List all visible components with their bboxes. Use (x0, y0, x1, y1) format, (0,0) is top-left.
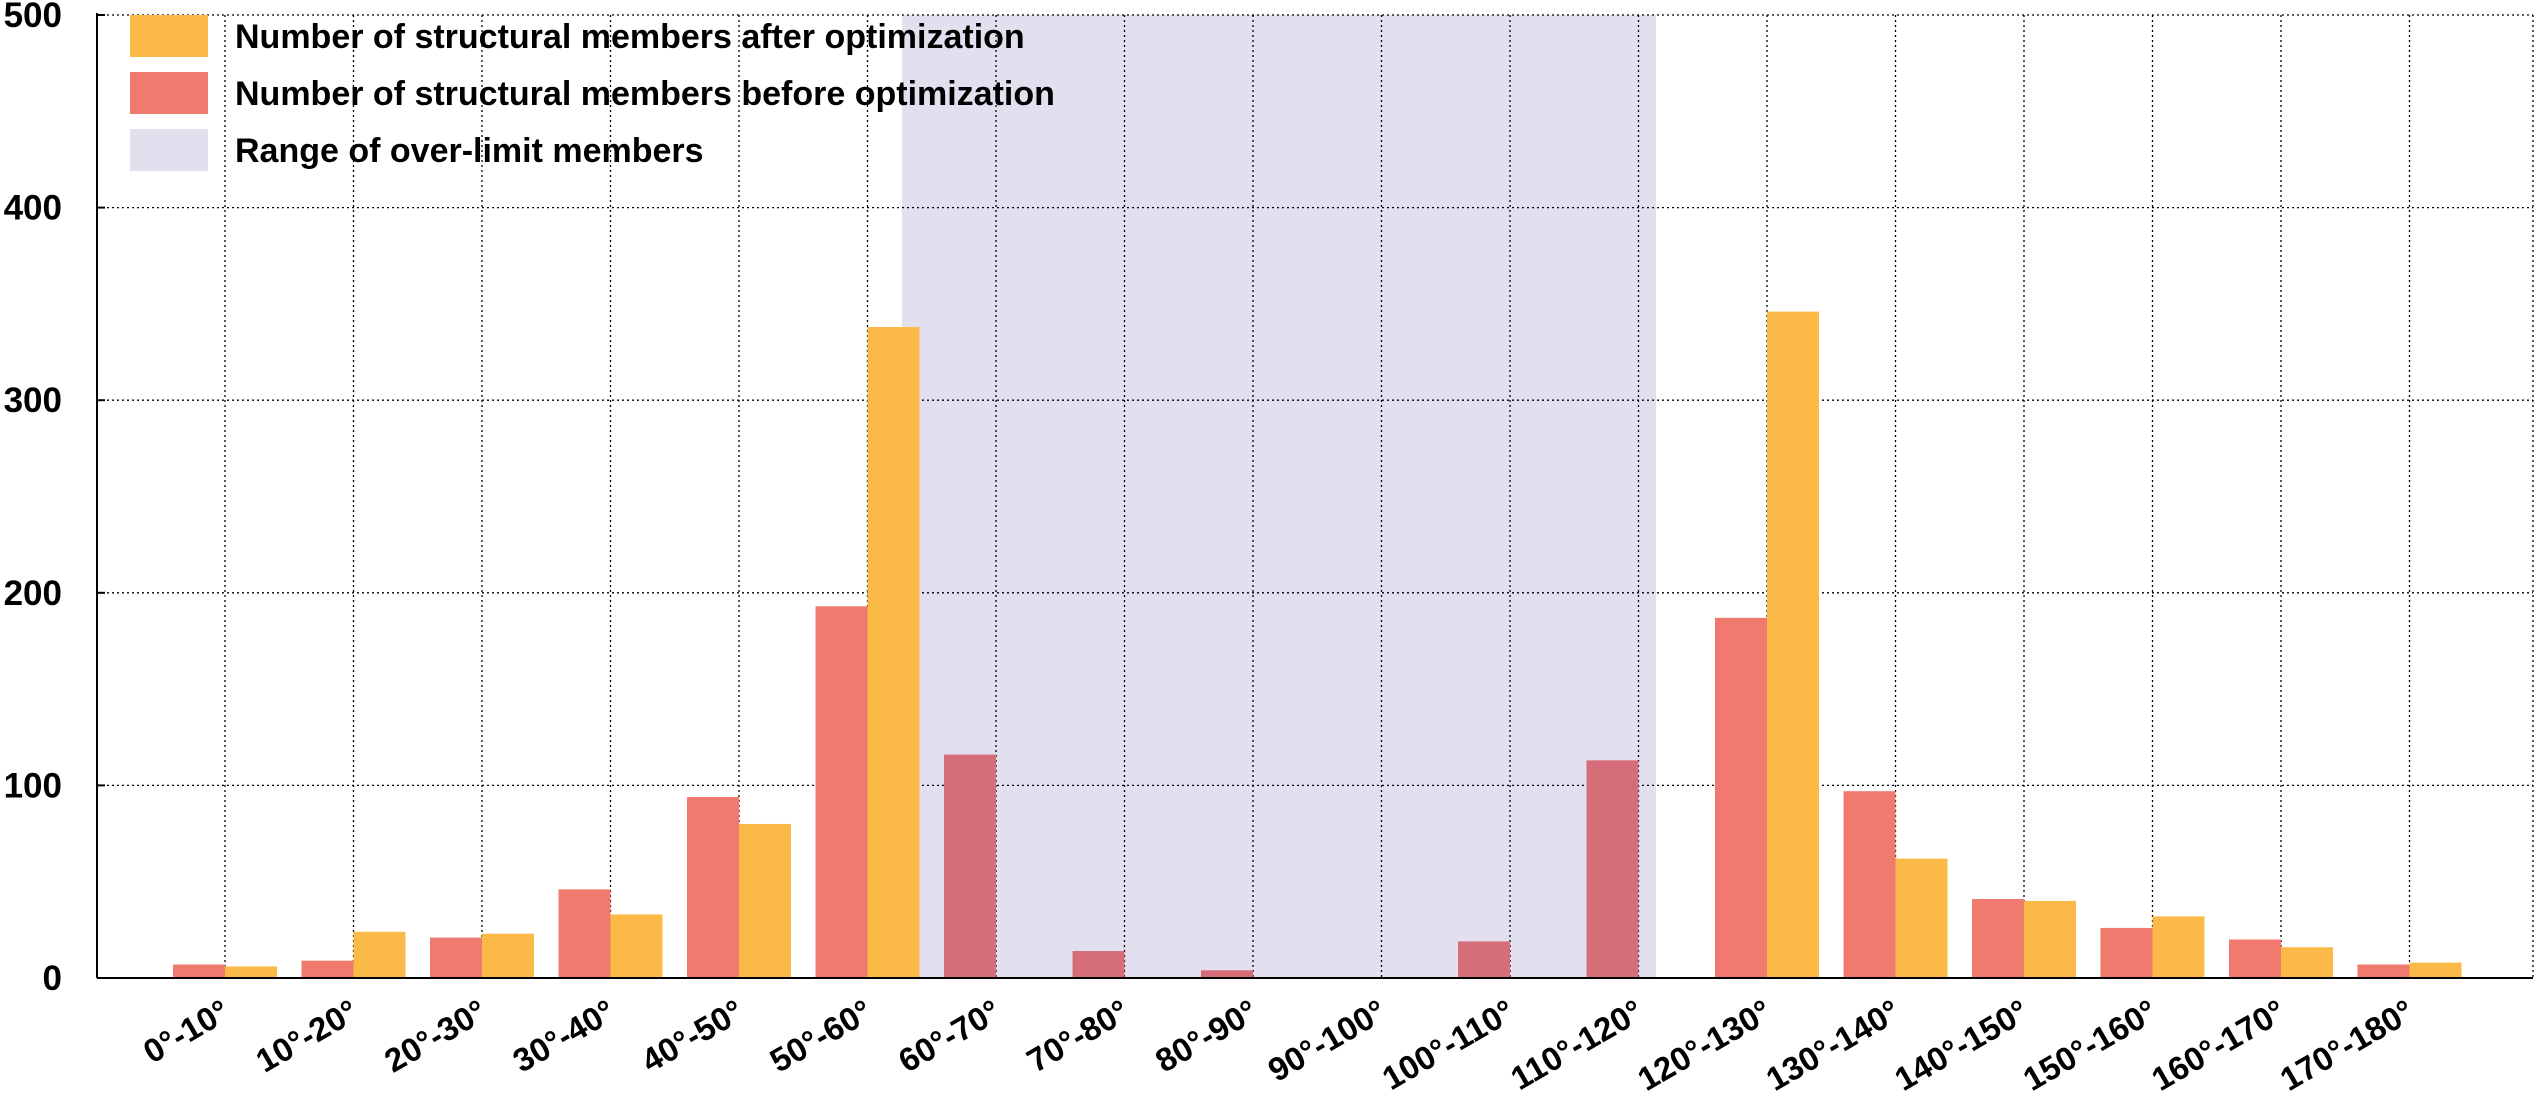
bar-before-optimization (2100, 927, 2153, 978)
x-tick-labels: 0°-10° 10°-20° 20°-30° 30°-40° 40°-50° 50°-60… (137, 992, 2420, 1098)
y-tick-label: 500 (4, 0, 62, 35)
x-tick-label: 130°-140° (1760, 992, 1906, 1098)
x-tick-label: 100°-110° (1376, 992, 1521, 1097)
bars-layer (173, 311, 2462, 979)
bar-before-optimization (1715, 617, 1767, 978)
gridlines (97, 14, 2534, 978)
bar-before-optimization (1843, 791, 1896, 978)
bar-before-optimization (687, 796, 739, 978)
bar-after-optimization (2152, 916, 2205, 978)
x-tick-label: 10°-20° (250, 992, 364, 1079)
legend-label: Number of structural members after optim… (235, 18, 1025, 56)
legend-label: Number of structural members before opti… (235, 75, 1055, 113)
bar-after-optimization (2409, 962, 2462, 978)
x-tick-label: 110°-120° (1504, 992, 1649, 1097)
bar-after-optimization (353, 931, 406, 978)
over-limit-range-region (902, 15, 1656, 978)
y-tick-label: 100 (4, 766, 62, 805)
bar-after-optimization (2024, 900, 2076, 978)
x-tick-label: 90°-100° (1262, 992, 1392, 1089)
over-limit-range-layer (902, 15, 1656, 978)
x-tick-label: 170°-180° (2274, 992, 2420, 1098)
legend-swatch (130, 72, 208, 114)
legend-label: Range of over-limit members (235, 132, 704, 170)
x-tick-label: 40°-50° (635, 992, 749, 1079)
x-tick-label: 30°-40° (507, 992, 621, 1079)
x-tick-label: 150°-160° (2017, 992, 2163, 1098)
bar-before-optimization (1972, 899, 2024, 978)
axes (96, 13, 2533, 979)
bar-after-optimization (2281, 947, 2333, 978)
bar-before-optimization (2357, 964, 2410, 978)
bar-before-optimization (815, 606, 868, 978)
y-tick-labels: 0 100 200 300 400 500 (4, 0, 62, 998)
x-tick-label: 0°-10° (137, 992, 236, 1070)
y-tick-label: 400 (4, 189, 62, 228)
x-tick-label: 70°-80° (1021, 992, 1135, 1079)
legend-swatch (130, 15, 208, 57)
bar-after-optimization (482, 933, 534, 978)
bar-after-optimization (1895, 858, 1948, 978)
y-tick-label: 0 (43, 959, 62, 998)
bar-after-optimization (867, 327, 920, 979)
x-tick-label: 60°-70° (892, 992, 1006, 1079)
bar-before-optimization (1586, 760, 1639, 978)
bar-before-optimization (1201, 970, 1253, 978)
bar-after-optimization (1767, 311, 1819, 978)
x-tick-label: 140°-150° (1888, 992, 2034, 1098)
bar-before-optimization (944, 754, 996, 978)
bar-before-optimization-secondary (2255, 951, 2281, 978)
bar-before-optimization (301, 960, 354, 978)
bar-before-optimization (1458, 941, 1510, 978)
bar-after-optimization (610, 914, 663, 978)
legend-swatch (130, 129, 208, 171)
x-tick-label: 120°-130° (1631, 992, 1777, 1098)
bar-before-optimization (430, 937, 482, 978)
bar-before-optimization (1072, 951, 1125, 978)
legend: Number of structural members after optim… (130, 15, 1055, 171)
x-tick-label: 20°-30° (378, 992, 492, 1079)
y-tick-label: 200 (4, 574, 62, 613)
x-tick-label: 160°-170° (2145, 992, 2291, 1098)
x-tick-label: 80°-90° (1149, 992, 1263, 1079)
bar-before-optimization (173, 964, 225, 978)
bar-after-optimization (225, 966, 277, 978)
bar-after-optimization (739, 823, 791, 978)
x-tick-label: 50°-60° (764, 992, 878, 1079)
y-tick-label: 300 (4, 381, 62, 420)
bar-before-optimization (558, 889, 611, 978)
